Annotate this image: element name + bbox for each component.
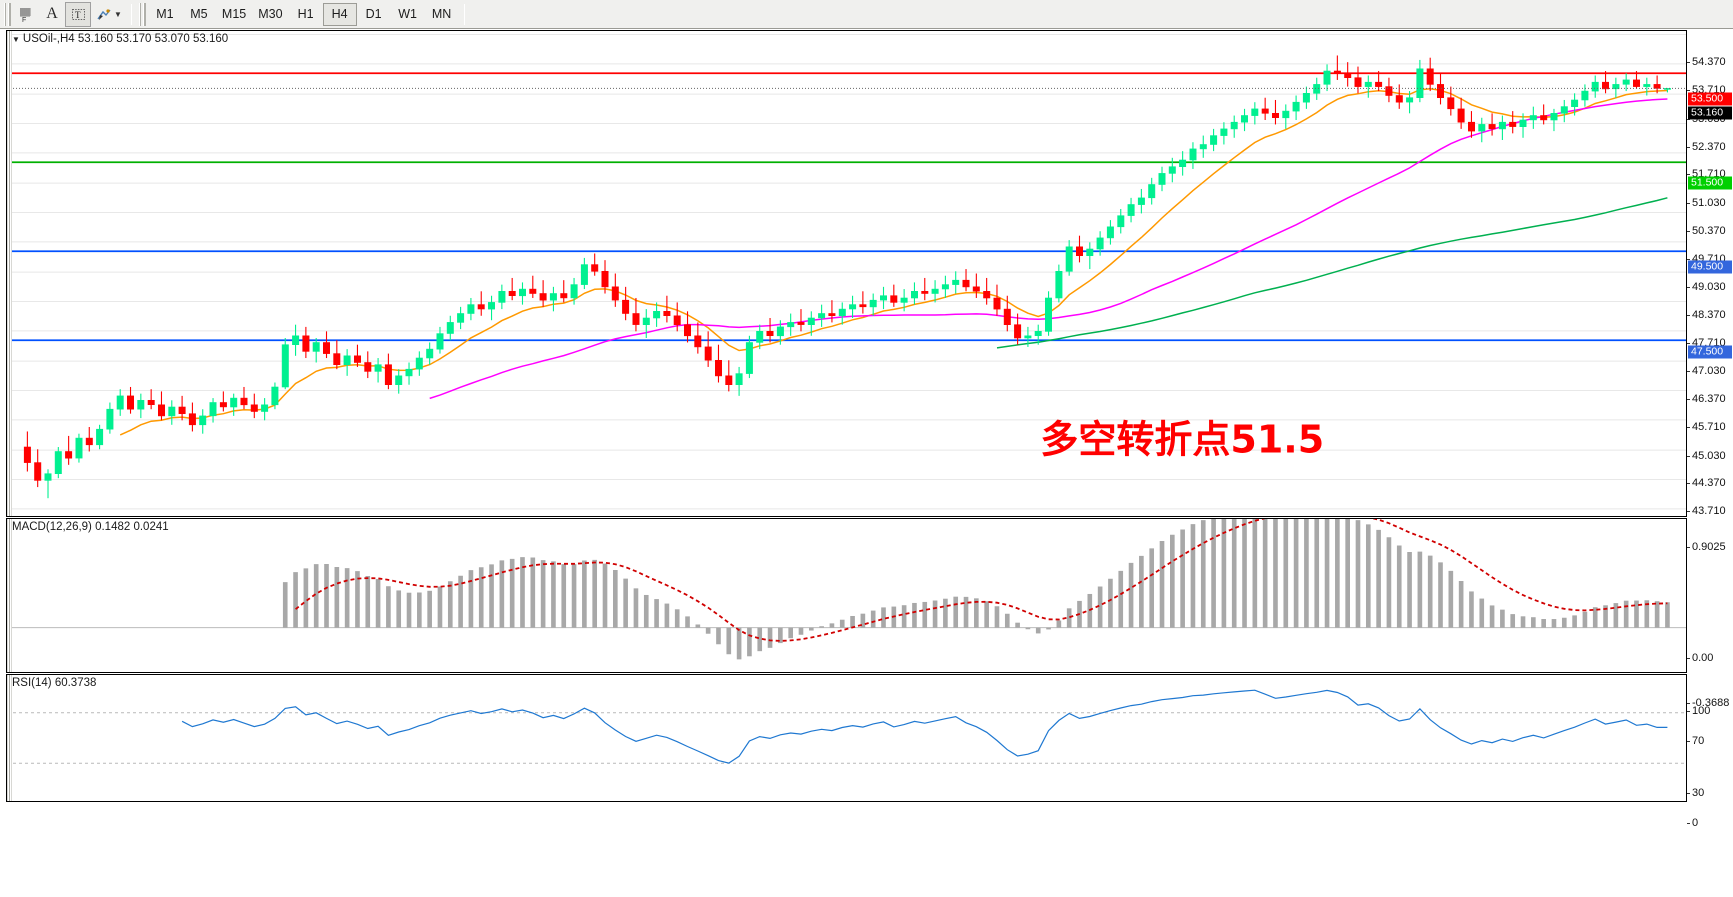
rsi-axis-tick: 0 <box>1687 817 1698 829</box>
macd-axis-tick: 0.9025 <box>1687 541 1726 553</box>
rsi-axis-tick: 70 <box>1687 735 1704 747</box>
toolbar-separator <box>130 3 132 25</box>
rsi-axis-tick: 100 <box>1687 705 1710 717</box>
drawing-tools-dropdown-caret-icon[interactable]: ▼ <box>114 9 122 19</box>
candlestick-chart <box>7 34 1686 510</box>
timeframe-button-m1[interactable]: M1 <box>156 7 174 21</box>
price-level-badge-49-500[interactable]: 49.500 <box>1688 260 1732 274</box>
macd-axis-tick: 0.00 <box>1687 652 1713 664</box>
price-axis-tick: 45.030 <box>1687 450 1726 462</box>
rsi-pane[interactable]: RSI(14) 60.3738 <box>6 674 1687 802</box>
text-box-icon[interactable]: T <box>65 1 91 27</box>
rsi-indicator-chart <box>7 689 1686 764</box>
price-axis-tick: 54.370 <box>1687 56 1726 68</box>
timeframe-button-mn[interactable]: MN <box>431 7 452 21</box>
timeframe-button-d1[interactable]: D1 <box>365 7 382 21</box>
toolbar-drag-grip[interactable] <box>4 2 11 26</box>
timeframe-button-m15[interactable]: M15 <box>221 7 247 21</box>
price-level-badge-53-500[interactable]: 53.500 <box>1688 92 1732 106</box>
price-level-badge-47-500[interactable]: 47.500 <box>1688 345 1732 359</box>
price-axis[interactable]: 54.37053.71053.50053.16053.03052.37051.7… <box>1687 56 1733 518</box>
drawing-tools-icon[interactable] <box>91 2 117 27</box>
macd-pane-label: MACD(12,26,9) 0.1482 0.0241 <box>12 521 169 533</box>
price-pane-label: ▼ USOil-,H4 53.160 53.170 53.070 53.160 <box>12 33 228 45</box>
price-pane-label-text: USOil-,H4 53.160 53.170 53.070 53.160 <box>22 33 229 45</box>
timeframe-toolbar-grip[interactable] <box>138 2 146 26</box>
timeframe-button-h4[interactable]: H4 <box>322 2 357 26</box>
rsi-pane-left-scroll[interactable] <box>7 675 12 801</box>
crosshair-grid-icon[interactable]: F <box>13 2 39 27</box>
timeframe-button-h1[interactable]: H1 <box>297 7 314 21</box>
price-axis-tick: 49.030 <box>1687 281 1726 293</box>
macd-axis-tick: -0.3688 <box>1687 697 1729 709</box>
price-axis-tick: 43.710 <box>1687 505 1726 517</box>
timeframe-button-m30[interactable]: M30 <box>258 7 283 21</box>
macd-axis[interactable]: 0.9025 0.00 -0.3688 <box>1687 541 1733 709</box>
macd-pane-left-scroll[interactable] <box>7 519 12 672</box>
price-level-badge-51-500[interactable]: 51.500 <box>1688 176 1732 190</box>
price-axis-tick: 46.370 <box>1687 393 1726 405</box>
text-label-icon[interactable]: A <box>46 5 58 22</box>
chart-annotation-text: 多空转折点51.5 <box>1040 417 1325 462</box>
rsi-axis-tick: 30 <box>1687 787 1704 799</box>
toolbar-separator-right <box>463 3 465 25</box>
price-axis-tick: 52.370 <box>1687 141 1726 153</box>
price-axis-tick: 50.370 <box>1687 225 1726 237</box>
macd-pane[interactable]: MACD(12,26,9) 0.1482 0.0241 <box>6 518 1687 673</box>
price-axis-tick: 51.030 <box>1687 197 1726 209</box>
chart-area: ▼ USOil-,H4 53.160 53.170 53.070 53.160 多… <box>0 29 1733 897</box>
svg-text:F: F <box>22 17 26 23</box>
price-axis-tick: 45.710 <box>1687 421 1726 433</box>
timeframe-button-group: M1 M5 M15 M30 H1 H4 D1 W1 MN <box>148 2 459 26</box>
rsi-pane-label: RSI(14) 60.3738 <box>12 677 97 689</box>
rsi-axis[interactable]: 100 70 30 0 <box>1687 703 1733 831</box>
macd-indicator-chart <box>7 519 1686 660</box>
price-axis-tick: 48.370 <box>1687 309 1726 321</box>
price-pane[interactable]: ▼ USOil-,H4 53.160 53.170 53.070 53.160 多… <box>6 30 1687 517</box>
pane-collapse-caret-icon[interactable]: ▼ <box>12 35 20 44</box>
price-axis-tick: 47.030 <box>1687 365 1726 377</box>
price-axis-tick: 44.370 <box>1687 477 1726 489</box>
price-level-badge-53-160[interactable]: 53.160 <box>1688 106 1732 120</box>
svg-text:T: T <box>75 10 81 20</box>
timeframe-button-m5[interactable]: M5 <box>190 7 208 21</box>
main-toolbar: F A T ▼ M1 M5 M15 M30 H1 H4 D1 W1 MN <box>0 0 1733 29</box>
price-pane-left-scroll[interactable] <box>7 31 12 516</box>
timeframe-button-w1[interactable]: W1 <box>398 7 417 21</box>
